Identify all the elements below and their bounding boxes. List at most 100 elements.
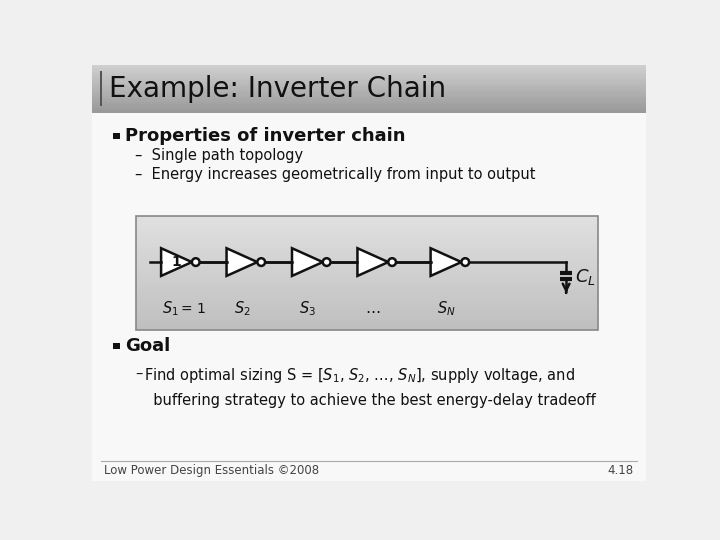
Bar	[92, 91, 647, 92]
Polygon shape	[227, 248, 257, 276]
Bar	[137, 254, 598, 258]
Bar	[92, 106, 647, 108]
Bar	[137, 322, 598, 327]
Circle shape	[192, 258, 199, 266]
Bar	[137, 216, 598, 220]
Bar	[92, 74, 647, 76]
Bar	[113, 343, 120, 349]
Bar	[137, 281, 598, 285]
Bar	[92, 98, 647, 99]
Bar	[137, 262, 598, 266]
Bar	[92, 102, 647, 103]
Text: $S_N$: $S_N$	[436, 300, 455, 318]
Bar	[137, 326, 598, 330]
Bar	[137, 231, 598, 235]
Bar	[137, 300, 598, 304]
Bar	[92, 81, 647, 83]
Bar	[92, 87, 647, 89]
Text: $\endash$: $\endash$	[135, 366, 143, 380]
Text: Example: Inverter Chain: Example: Inverter Chain	[109, 75, 446, 103]
Bar	[92, 107, 647, 109]
Bar	[92, 94, 647, 96]
Polygon shape	[431, 248, 462, 276]
Bar	[92, 103, 647, 104]
Bar	[137, 292, 598, 296]
Bar	[92, 99, 647, 100]
Bar	[137, 220, 598, 224]
Bar	[92, 111, 647, 112]
Text: Find optimal sizing S = [$S_1$, $S_2$, …, $S_N$], supply voltage, and
  bufferin: Find optimal sizing S = [$S_1$, $S_2$, ……	[144, 366, 596, 408]
Bar	[92, 100, 647, 102]
Bar	[137, 251, 598, 254]
Bar	[92, 65, 647, 67]
Bar	[92, 86, 647, 87]
Text: = 1: = 1	[181, 302, 206, 316]
Text: 1: 1	[171, 255, 181, 269]
Bar	[137, 242, 598, 247]
Text: $S_3$: $S_3$	[299, 300, 316, 318]
Bar	[137, 227, 598, 232]
Bar	[92, 69, 647, 71]
Bar	[137, 285, 598, 289]
Bar	[137, 246, 598, 251]
Bar	[137, 303, 598, 308]
Bar	[137, 239, 598, 243]
Bar	[92, 73, 647, 75]
Bar	[92, 67, 647, 69]
Bar	[137, 266, 598, 269]
Bar	[92, 85, 647, 86]
Bar	[92, 96, 647, 97]
Bar	[137, 288, 598, 293]
Bar	[92, 90, 647, 91]
Bar	[137, 307, 598, 312]
Bar	[92, 68, 647, 70]
Bar	[137, 224, 598, 228]
Bar	[92, 109, 647, 110]
Bar	[113, 132, 120, 139]
Bar	[92, 88, 647, 90]
Bar	[92, 72, 647, 73]
Bar	[92, 75, 647, 77]
Circle shape	[323, 258, 330, 266]
Bar	[137, 273, 598, 277]
Circle shape	[462, 258, 469, 266]
Bar	[137, 311, 598, 315]
Text: Low Power Design Essentials ©2008: Low Power Design Essentials ©2008	[104, 464, 319, 477]
Circle shape	[257, 258, 265, 266]
Bar	[92, 110, 647, 111]
Bar	[92, 76, 647, 78]
Bar	[92, 80, 647, 82]
Text: –  Energy increases geometrically from input to output: – Energy increases geometrically from in…	[135, 167, 536, 181]
Text: $S_1$: $S_1$	[162, 300, 179, 318]
Bar	[137, 269, 598, 273]
Polygon shape	[161, 248, 192, 276]
Bar	[92, 105, 647, 106]
Bar	[92, 64, 647, 66]
Text: $S_2$: $S_2$	[233, 300, 251, 318]
Text: Properties of inverter chain: Properties of inverter chain	[125, 127, 405, 145]
Text: –  Single path topology: – Single path topology	[135, 148, 303, 163]
Bar	[92, 82, 647, 84]
Text: $C_L$: $C_L$	[575, 267, 596, 287]
Bar	[137, 258, 598, 262]
Text: Goal: Goal	[125, 337, 170, 355]
Text: …: …	[365, 301, 380, 316]
Text: 4.18: 4.18	[608, 464, 634, 477]
Polygon shape	[357, 248, 388, 276]
Polygon shape	[292, 248, 323, 276]
Bar	[92, 78, 647, 79]
Bar	[92, 70, 647, 72]
Bar	[137, 315, 598, 319]
Bar	[92, 104, 647, 105]
Bar	[137, 296, 598, 300]
Bar	[92, 79, 647, 80]
Bar	[92, 112, 647, 481]
Bar	[92, 84, 647, 85]
Bar	[137, 217, 598, 330]
Bar	[92, 97, 647, 98]
Bar	[137, 319, 598, 323]
Bar	[92, 92, 647, 93]
Bar	[92, 93, 647, 94]
Bar	[137, 277, 598, 281]
Bar	[137, 235, 598, 239]
